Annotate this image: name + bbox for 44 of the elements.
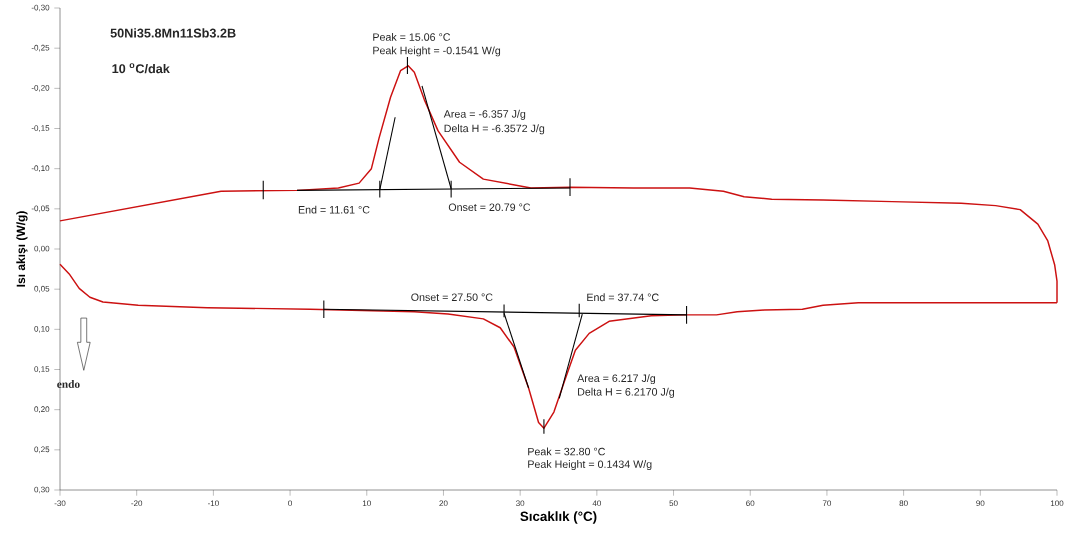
annotation: endo [57, 379, 80, 388]
annotation: 50Ni35.8Mn11Sb3.2B [110, 28, 236, 38]
annotation: Delta H = 6.2170 J/g [578, 387, 675, 398]
x-tick-label: 50 [669, 500, 678, 507]
y-tick-label: 0,15 [34, 366, 50, 373]
annotation: Delta H = -6.3572 J/g [444, 124, 545, 135]
y-tick-label: 0,05 [34, 285, 50, 293]
annotation: Area = -6.357 J/g [443, 109, 526, 120]
x-tick-label: 20 [439, 500, 448, 507]
annotation: Peak Height = 0.1434 W/g [528, 460, 652, 471]
x-tick-label: 40 [592, 500, 601, 507]
x-tick-label: 30 [516, 500, 525, 507]
y-tick-label: -0,20 [31, 85, 50, 92]
y-tick-label: 0,00 [34, 245, 50, 253]
y-tick-label: -0,10 [31, 165, 50, 172]
x-axis-title: Sıcaklık (°C) [520, 511, 597, 524]
annotation: Onset = 20.79 °C [448, 203, 531, 212]
y-tick-label: 0,25 [34, 446, 50, 454]
annotation: Onset = 27.50 °C [411, 293, 493, 301]
annotation: Peak Height = -0.1541 W/g [373, 46, 501, 57]
x-tick-label: -10 [207, 500, 219, 507]
x-tick-label: 80 [899, 500, 908, 507]
x-tick-label: -30 [54, 500, 66, 507]
x-tick-label: 60 [746, 500, 755, 507]
x-tick-label: 70 [822, 500, 832, 507]
y-tick-label: 0,20 [34, 406, 50, 413]
x-tick-label: 10 [362, 500, 371, 507]
y-tick-label: -0,30 [31, 4, 50, 12]
y-tick-label: -0,15 [31, 125, 50, 132]
x-tick-label: -20 [131, 500, 143, 507]
y-tick-label: 0,30 [34, 486, 50, 494]
y-tick-label: -0,25 [31, 44, 50, 52]
annotation: End = 37.74 °C [587, 293, 659, 302]
y-tick-label: 0,10 [34, 326, 50, 333]
y-tick-label: -0,05 [31, 205, 50, 213]
annotation: Peak = 15.06 °C [373, 33, 451, 41]
annotation: Area = 6.217 J/g [577, 374, 656, 385]
x-tick-label: 100 [1050, 500, 1064, 507]
annotation: 10 $^{o}$C/dak [112, 63, 170, 74]
annotation: Peak = 32.80 °C [528, 447, 605, 456]
y-axis-title: Isı akışı (W/g) [16, 211, 28, 287]
x-tick-label: 90 [976, 500, 985, 507]
x-tick-label: 0 [288, 500, 292, 507]
annotation: End = 11.61 °C [298, 205, 370, 214]
